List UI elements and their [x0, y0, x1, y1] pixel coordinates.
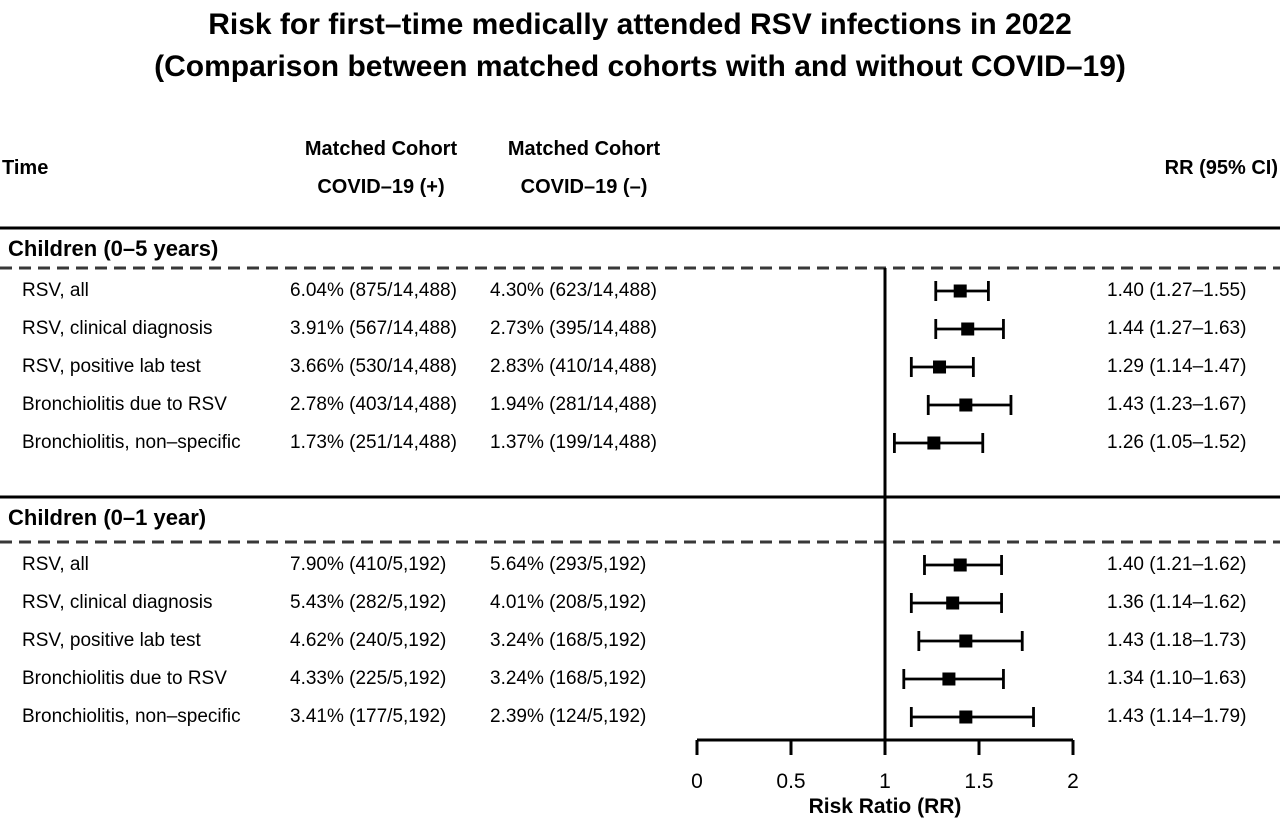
- rr-point-marker: [953, 284, 967, 298]
- rr-point-marker: [953, 558, 967, 572]
- row-cohort-covid-positive-value: 3.66% (530/14,488): [290, 356, 457, 377]
- row-label: Bronchiolitis due to RSV: [22, 668, 227, 689]
- rr-point-marker: [946, 596, 960, 610]
- row-label: RSV, clinical diagnosis: [22, 592, 213, 613]
- row-cohort-covid-negative-value: 4.30% (623/14,488): [490, 280, 657, 301]
- x-axis-label: Risk Ratio (RR): [808, 795, 962, 818]
- row-label: RSV, positive lab test: [22, 356, 201, 377]
- row-rr-ci-text: 1.44 (1.27–1.63): [1107, 318, 1247, 339]
- row-cohort-covid-positive-value: 6.04% (875/14,488): [290, 280, 457, 301]
- row-label: Bronchiolitis due to RSV: [22, 394, 227, 415]
- row-cohort-covid-positive-value: 3.91% (567/14,488): [290, 318, 457, 339]
- row-cohort-covid-negative-value: 2.83% (410/14,488): [490, 356, 657, 377]
- row-cohort-covid-negative-value: 3.24% (168/5,192): [490, 668, 647, 689]
- column-header-cohort-covid-positive-line1: Matched Cohort: [304, 138, 458, 160]
- column-header-rr-ci: RR (95% CI): [1164, 157, 1278, 179]
- row-cohort-covid-negative-value: 2.73% (395/14,488): [490, 318, 657, 339]
- rr-point-marker: [959, 634, 973, 648]
- row-rr-ci-text: 1.34 (1.10–1.63): [1107, 668, 1247, 689]
- row-cohort-covid-negative-value: 4.01% (208/5,192): [490, 592, 647, 613]
- row-rr-ci-text: 1.29 (1.14–1.47): [1107, 356, 1247, 377]
- row-cohort-covid-positive-value: 1.73% (251/14,488): [290, 432, 457, 453]
- column-header-cohort-covid-negative-line2: COVID–19 (–): [520, 176, 648, 198]
- column-header-cohort-covid-negative-line1: Matched Cohort: [507, 138, 661, 160]
- row-rr-ci-text: 1.26 (1.05–1.52): [1107, 432, 1247, 453]
- row-cohort-covid-positive-value: 3.41% (177/5,192): [290, 706, 447, 727]
- row-label: RSV, all: [22, 554, 89, 575]
- row-cohort-covid-negative-value: 1.94% (281/14,488): [490, 394, 657, 415]
- row-cohort-covid-positive-value: 4.62% (240/5,192): [290, 630, 447, 651]
- figure-title: Risk for first–time medically attended R…: [208, 8, 1072, 41]
- section-header-children-0-5: Children (0–5 years): [8, 236, 219, 261]
- row-rr-ci-text: 1.43 (1.14–1.79): [1107, 706, 1247, 727]
- column-header-time: Time: [2, 157, 49, 179]
- row-cohort-covid-negative-value: 3.24% (168/5,192): [490, 630, 647, 651]
- row-cohort-covid-positive-value: 4.33% (225/5,192): [290, 668, 447, 689]
- section-header-children-0-1: Children (0–1 year): [8, 505, 207, 530]
- row-cohort-covid-positive-value: 7.90% (410/5,192): [290, 554, 447, 575]
- row-label: Bronchiolitis, non–specific: [22, 432, 241, 453]
- row-label: RSV, clinical diagnosis: [22, 318, 213, 339]
- row-rr-ci-text: 1.36 (1.14–1.62): [1107, 592, 1247, 613]
- rr-point-marker: [933, 360, 947, 374]
- row-label: RSV, positive lab test: [22, 630, 201, 651]
- column-header-cohort-covid-positive: Matched Cohort COVID–19 (+): [283, 130, 479, 206]
- rr-point-marker: [927, 436, 941, 450]
- row-label: RSV, all: [22, 280, 89, 301]
- rr-point-marker: [942, 672, 956, 686]
- row-rr-ci-text: 1.40 (1.27–1.55): [1107, 280, 1247, 301]
- row-rr-ci-text: 1.40 (1.21–1.62): [1107, 554, 1247, 575]
- x-tick-label: 1: [879, 770, 891, 793]
- rr-point-marker: [959, 398, 973, 412]
- row-cohort-covid-positive-value: 5.43% (282/5,192): [290, 592, 447, 613]
- rr-point-marker: [959, 710, 973, 724]
- x-tick-label: 1.5: [964, 770, 994, 793]
- column-header-cohort-covid-positive-line2: COVID–19 (+): [317, 176, 445, 198]
- x-tick-label: 0: [691, 770, 703, 793]
- row-rr-ci-text: 1.43 (1.18–1.73): [1107, 630, 1247, 651]
- row-label: Bronchiolitis, non–specific: [22, 706, 241, 727]
- row-cohort-covid-negative-value: 2.39% (124/5,192): [490, 706, 647, 727]
- figure-subtitle: (Comparison between matched cohorts with…: [154, 50, 1126, 83]
- row-cohort-covid-positive-value: 2.78% (403/14,488): [290, 394, 457, 415]
- rr-point-marker: [961, 322, 975, 336]
- x-tick-label: 0.5: [776, 770, 806, 793]
- row-cohort-covid-negative-value: 5.64% (293/5,192): [490, 554, 647, 575]
- row-rr-ci-text: 1.43 (1.23–1.67): [1107, 394, 1247, 415]
- row-cohort-covid-negative-value: 1.37% (199/14,488): [490, 432, 657, 453]
- column-header-cohort-covid-negative: Matched Cohort COVID–19 (–): [486, 130, 682, 206]
- x-tick-label: 2: [1067, 770, 1079, 793]
